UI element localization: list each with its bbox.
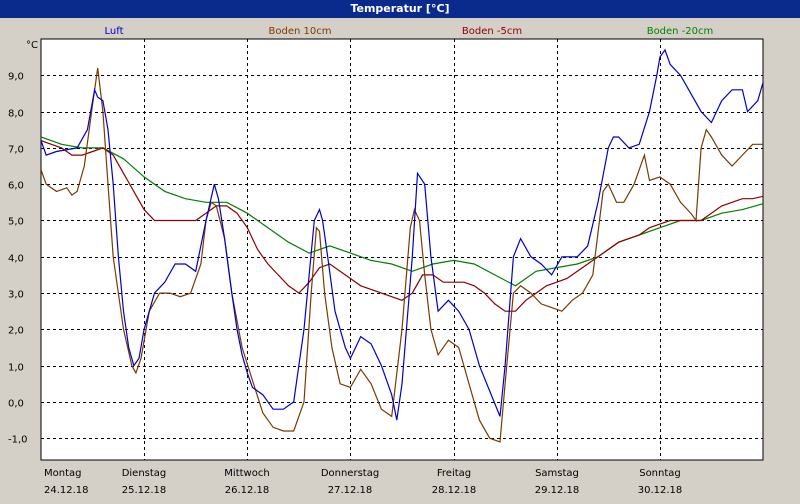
x-tick-date: 24.12.18 xyxy=(44,485,89,496)
x-tick-date: 30.12.18 xyxy=(638,485,683,496)
x-tick-date: 28.12.18 xyxy=(432,485,477,496)
series-line xyxy=(41,136,763,287)
legend-item: Boden -20cm xyxy=(647,26,714,37)
y-axis-unit: °C xyxy=(26,40,38,51)
x-tick-day: Freitag xyxy=(437,468,471,479)
x-tick-date: 27.12.18 xyxy=(328,485,373,496)
x-tick-day: Mittwoch xyxy=(224,468,269,479)
x-tick-day: Samstag xyxy=(535,468,579,479)
x-tick-day: Dienstag xyxy=(122,468,167,479)
plot-area xyxy=(40,38,764,461)
y-tick-label: 1,0 xyxy=(8,363,24,374)
x-tick-day: Sonntag xyxy=(639,468,681,479)
legend-item: Luft xyxy=(105,26,124,37)
legend-item: Boden 10cm xyxy=(269,26,332,37)
y-tick-label: 5,0 xyxy=(8,217,24,228)
temperature-chart: 9,0 8,0 7,0 6,0 5,0 4,0 3,0 2,0 1,0 0,0 -1,0 °C Mont… xyxy=(8,26,764,496)
x-tick-day: Montag xyxy=(44,468,81,479)
x-tick-date: 25.12.18 xyxy=(122,485,167,496)
x-tick-date: 29.12.18 xyxy=(535,485,580,496)
series-line xyxy=(41,67,763,443)
y-tick-label: 8,0 xyxy=(8,109,24,120)
y-tick-label: 3,0 xyxy=(8,290,24,301)
y-tick-label: -1,0 xyxy=(8,435,28,446)
y-tick-label: 0,0 xyxy=(8,399,24,410)
y-tick-label: 4,0 xyxy=(8,254,24,265)
y-tick-label: 7,0 xyxy=(8,145,24,156)
window-title: Temperatur [°C] xyxy=(0,0,800,18)
series-line xyxy=(41,140,763,312)
y-tick-label: 6,0 xyxy=(8,181,24,192)
y-tick-label: 9,0 xyxy=(8,72,24,83)
x-tick-day: Donnerstag xyxy=(321,468,379,479)
x-tick-date: 26.12.18 xyxy=(225,485,270,496)
series-line xyxy=(41,48,763,421)
legend-item: Boden -5cm xyxy=(462,26,522,37)
chart-area: 9,0 8,0 7,0 6,0 5,0 4,0 3,0 2,0 1,0 0,0 -1,0 °C Mont… xyxy=(0,18,800,500)
y-tick-label: 2,0 xyxy=(8,326,24,337)
